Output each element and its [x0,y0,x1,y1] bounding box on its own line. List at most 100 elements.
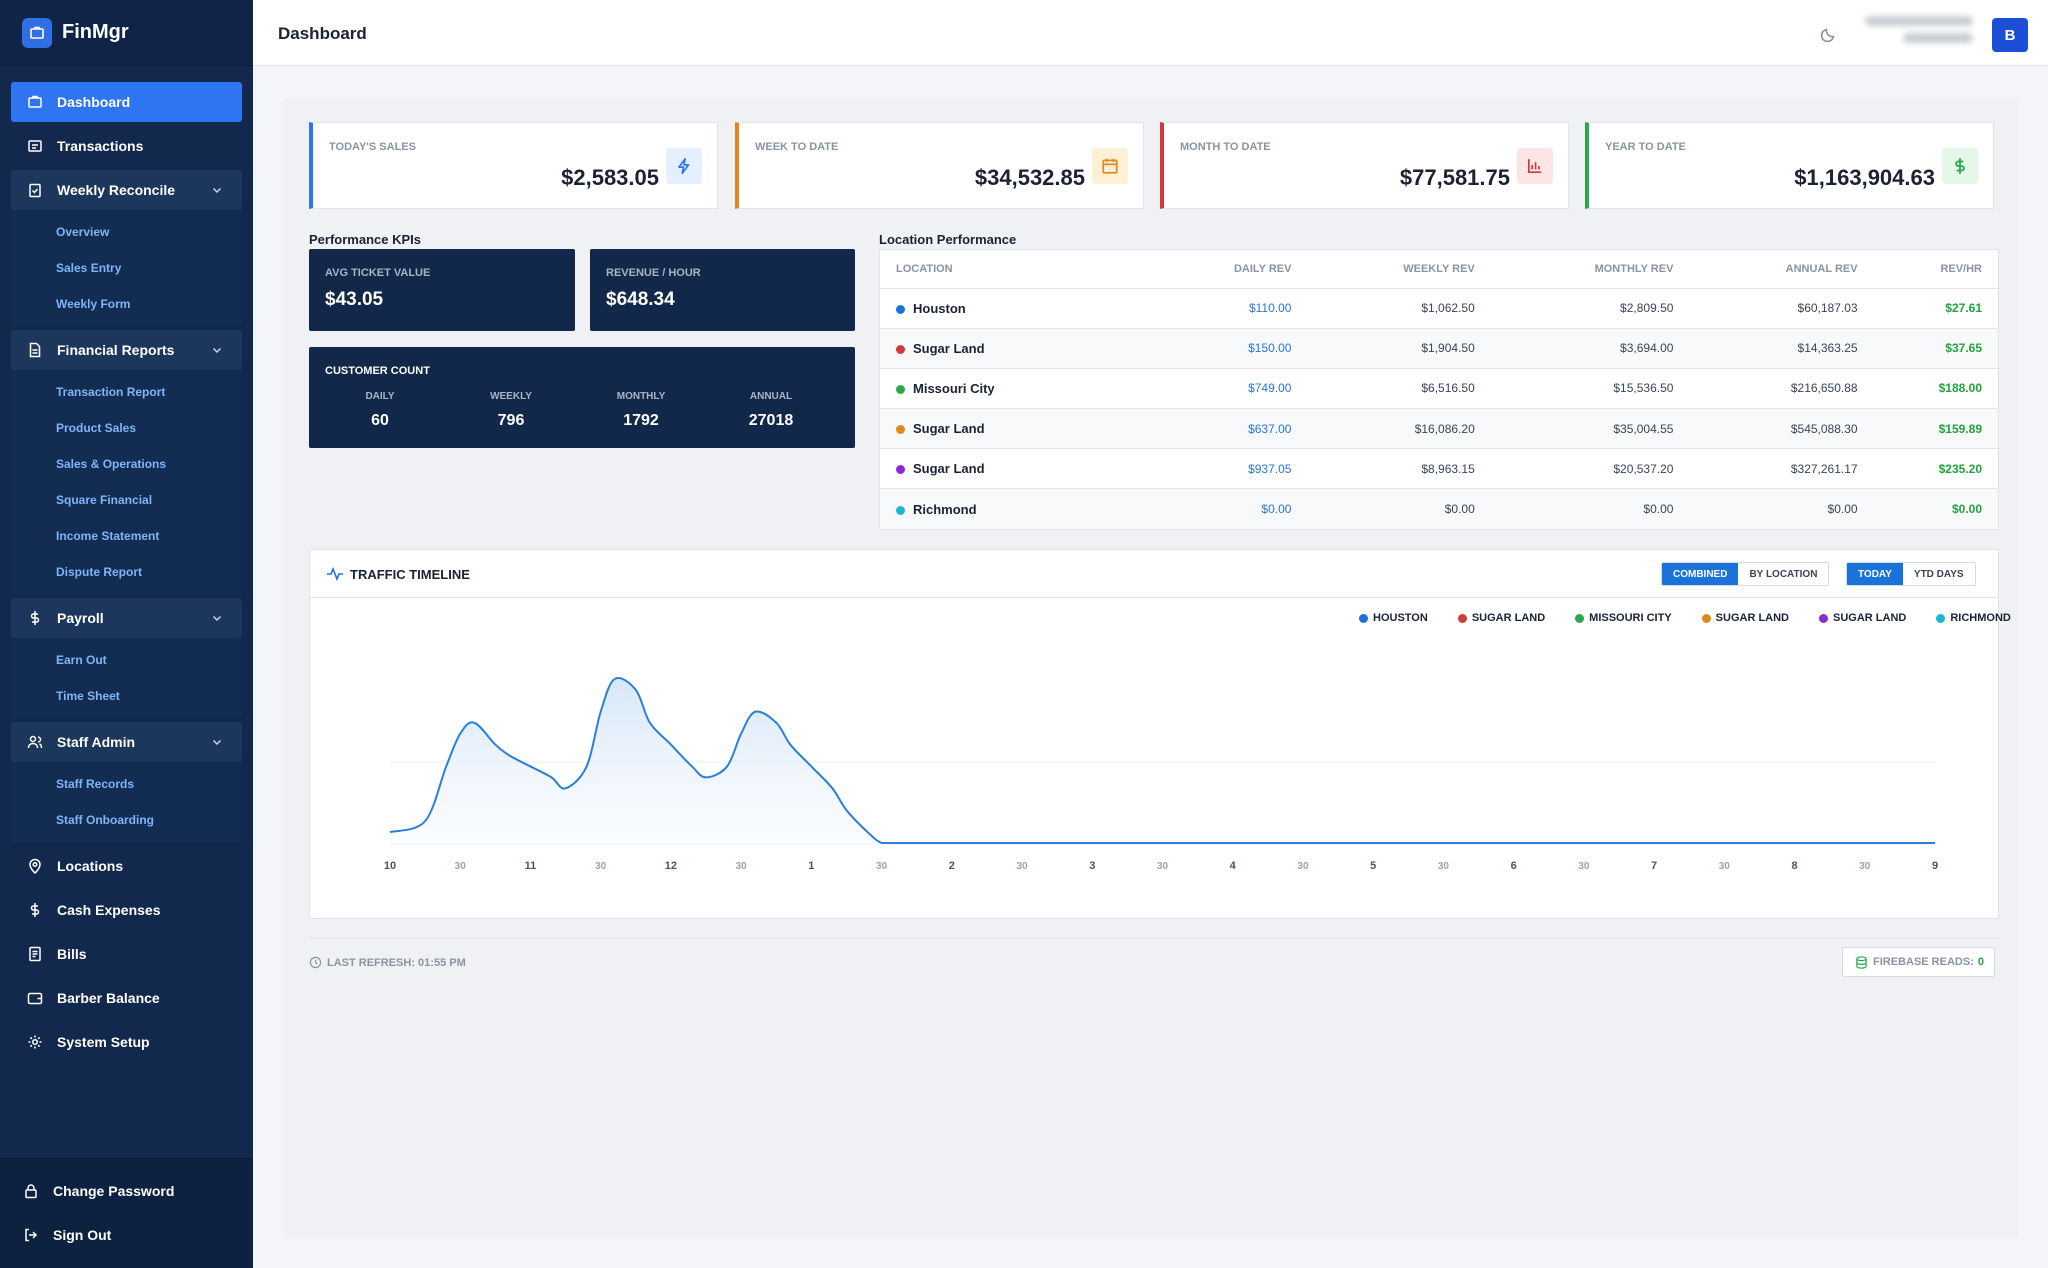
stat-label: WEEK TO DATE [755,141,839,153]
subnav-item-sales-entry[interactable]: Sales Entry [56,261,122,275]
legend-item[interactable]: HOUSTON [1359,612,1428,624]
monthly-rev-cell: $35,004.55 [1490,408,1690,450]
firebase-reads-value: 0 [1977,956,1984,968]
moon-icon[interactable] [1819,24,1839,44]
sidebar-item-label: Dashboard [57,94,131,110]
app-name: FinMgr [62,21,129,43]
subnav-item-sales-and-operations[interactable]: Sales & Operations [56,457,167,471]
subnav-item-staff-records[interactable]: Staff Records [56,777,135,791]
table-row[interactable]: Sugar Land $637.00 $16,086.20 $35,004.55 $54… [880,408,1998,450]
sidebar-item-transactions[interactable]: Transactions [11,126,242,166]
location-dot [896,304,905,314]
change-password-button[interactable]: Change Password [11,1171,242,1211]
sidebar-item-label: Locations [57,858,124,874]
customer-count-col-label: MONTHLY [616,391,666,402]
column-header-weekly-rev[interactable]: WEEKLY REV [1307,250,1491,289]
sidebar-item-barber-balance[interactable]: Barber Balance [11,978,242,1018]
sidebar-item-bills[interactable]: Bills [11,934,242,974]
weekly-rev-cell: $6,516.50 [1307,368,1491,410]
subnav-item-earn-out[interactable]: Earn Out [56,653,107,667]
column-header-rev-hr[interactable]: REV/HR [1873,250,1998,289]
legend-item[interactable]: RICHMOND [1936,612,2011,624]
legend-item[interactable]: SUGAR LAND [1701,612,1789,624]
subnav-item-income-statement[interactable]: Income Statement [56,529,160,543]
customer-count-col-label: ANNUAL [749,391,793,402]
column-header-daily-rev[interactable]: DAILY REV [1153,250,1308,289]
sign-out-button[interactable]: Sign Out [11,1215,242,1255]
series-line-combined [389,677,1935,844]
sidebar-item-label: Weekly Reconcile [57,182,176,198]
sidebar-item-payroll[interactable]: Payroll [11,598,242,638]
daily-rev-cell: $150.00 [1153,328,1308,369]
column-header-location[interactable]: LOCATION [880,250,1154,289]
sidebar-item-dashboard[interactable]: Dashboard [11,82,242,122]
customer-count-col-value: 60 [371,412,389,429]
combined-button[interactable]: COMBINED [1662,563,1739,585]
sidebar-nav: Dashboard Transactions Weekly Reconcile Ove… [0,66,253,1062]
column-header-annual-rev[interactable]: ANNUAL REV [1689,250,1874,289]
avg-ticket-value: $43.05 [325,289,384,310]
x-tick-label: 10 [384,860,396,872]
stat-value: $2,583.05 [561,165,659,190]
sidebar-item-label: Staff Admin [57,734,136,750]
revenue-hour-value: $648.34 [606,289,675,310]
location-name: Houston [913,300,966,316]
monthly-rev-cell: $2,809.50 [1490,288,1690,329]
sidebar-item-financial-reports[interactable]: Financial Reports [11,330,242,370]
subnav-item-product-sales[interactable]: Product Sales [56,421,137,435]
sidebar-item-system-setup[interactable]: System Setup [11,1022,242,1062]
x-tick-label: 30 [1578,861,1590,872]
subnav-item-dispute-report[interactable]: Dispute Report [56,565,143,579]
table-row[interactable]: Richmond $0.00 $0.00 $0.00 $0.00 $0.00 [880,488,1998,530]
stat-card-month-to-date: MONTH TO DATE $77,581.75 [1160,122,1569,209]
subnav-staff-admin: Staff Records Staff Onboarding [11,762,242,842]
subnav-item-weekly-form[interactable]: Weekly Form [56,297,131,311]
user-name[interactable] [1865,16,1975,50]
subnav-item-overview[interactable]: Overview [56,225,110,239]
legend-item[interactable]: SUGAR LAND [1457,612,1546,624]
chevron-down-icon [210,735,224,749]
document-icon [27,342,43,358]
table-row[interactable]: Sugar Land $937.05 $8,963.15 $20,537.20 $327… [880,448,1998,490]
sidebar-item-weekly-reconcile[interactable]: Weekly Reconcile [11,170,242,210]
customer-count-col-value: 1792 [623,412,659,429]
today-button[interactable]: TODAY [1847,563,1903,585]
ytd-days-button[interactable]: YTD DAYS [1902,563,1975,585]
rev-hr-cell: $188.00 [1873,368,1998,410]
bar-chart-icon [1517,148,1553,184]
table-header-row: LOCATION DAILY REV WEEKLY REV MONTHLY REV AN… [880,250,1998,289]
sidebar-item-label: Payroll [57,610,104,626]
location-dot [896,385,905,395]
legend-item[interactable]: SUGAR LAND [1819,612,1906,624]
location-cell: Houston [880,288,1154,329]
subnav-item-staff-onboarding[interactable]: Staff Onboarding [56,813,154,827]
x-tick-label: 3 [1089,860,1095,872]
location-name: Sugar Land [913,461,985,477]
table-row[interactable]: Sugar Land $150.00 $1,904.50 $3,694.00 $14,3… [880,328,1998,369]
subnav-item-time-sheet[interactable]: Time Sheet [56,689,120,703]
x-tick-label: 30 [1297,861,1309,872]
table-row[interactable]: Missouri City $749.00 $6,516.50 $15,536.50 $… [880,368,1998,410]
sidebar-item-locations[interactable]: Locations [11,846,242,886]
clock-icon [309,956,322,969]
legend-dot [1359,613,1368,623]
legend-item[interactable]: MISSOURI CITY [1575,612,1672,624]
firebase-reads: FIREBASE READS: 0 [1842,947,1995,977]
legend-label: SUGAR LAND [1471,612,1546,624]
sidebar-item-cash-expenses[interactable]: Cash Expenses [11,890,242,930]
legend-label: MISSOURI CITY [1589,612,1672,624]
stat-label: TODAY'S SALES [329,141,416,153]
column-header-monthly-rev[interactable]: MONTHLY REV [1490,250,1690,289]
table-row[interactable]: Houston $110.00 $1,062.50 $2,809.50 $60,187.… [880,288,1998,329]
location-dot [896,465,905,475]
avatar[interactable]: B [1992,18,2028,52]
wallet-icon [27,990,43,1006]
subnav-item-square-financial[interactable]: Square Financial [56,493,153,507]
by-location-button[interactable]: BY LOCATION [1738,563,1829,585]
location-name: Sugar Land [913,421,985,437]
x-tick-label: 30 [1157,861,1169,872]
sidebar-item-staff-admin[interactable]: Staff Admin [11,722,242,762]
subnav-item-transaction-report[interactable]: Transaction Report [56,385,166,399]
stat-value: $77,581.75 [1399,165,1510,190]
sidebar-item-label: Financial Reports [57,342,175,358]
